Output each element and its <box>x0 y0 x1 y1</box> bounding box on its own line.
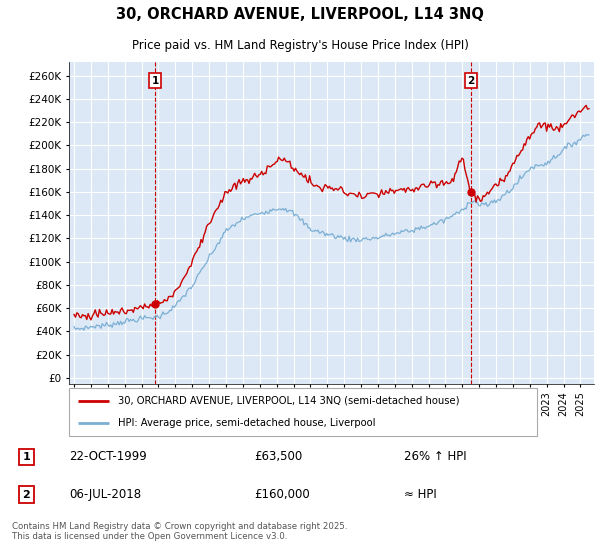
Text: 1: 1 <box>152 76 159 86</box>
Text: 1: 1 <box>23 452 30 462</box>
Text: £160,000: £160,000 <box>254 488 310 501</box>
Text: 30, ORCHARD AVENUE, LIVERPOOL, L14 3NQ (semi-detached house): 30, ORCHARD AVENUE, LIVERPOOL, L14 3NQ (… <box>118 396 460 406</box>
Text: Contains HM Land Registry data © Crown copyright and database right 2025.
This d: Contains HM Land Registry data © Crown c… <box>12 522 347 542</box>
Text: 06-JUL-2018: 06-JUL-2018 <box>70 488 142 501</box>
Text: 26% ↑ HPI: 26% ↑ HPI <box>404 450 466 464</box>
Text: ≈ HPI: ≈ HPI <box>404 488 436 501</box>
Text: HPI: Average price, semi-detached house, Liverpool: HPI: Average price, semi-detached house,… <box>118 418 376 428</box>
Text: 30, ORCHARD AVENUE, LIVERPOOL, L14 3NQ: 30, ORCHARD AVENUE, LIVERPOOL, L14 3NQ <box>116 7 484 22</box>
Text: 2: 2 <box>467 76 475 86</box>
Text: 2: 2 <box>23 490 30 500</box>
Text: 22-OCT-1999: 22-OCT-1999 <box>70 450 148 464</box>
Text: £63,500: £63,500 <box>254 450 302 464</box>
FancyBboxPatch shape <box>69 388 537 436</box>
Text: Price paid vs. HM Land Registry's House Price Index (HPI): Price paid vs. HM Land Registry's House … <box>131 39 469 53</box>
